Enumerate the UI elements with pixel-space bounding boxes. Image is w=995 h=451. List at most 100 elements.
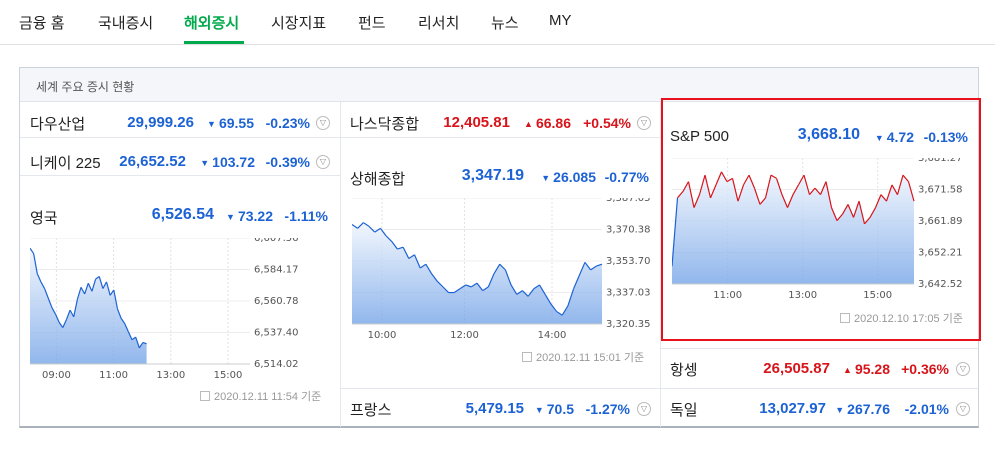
series-line-segment — [487, 273, 495, 288]
index-pct: -0.23% — [265, 115, 310, 131]
y-tick-label: 3,642.52 — [918, 279, 963, 290]
series-line-segment — [374, 227, 381, 233]
series-line-segment — [836, 213, 843, 222]
series-line-segment — [54, 313, 60, 323]
chart-area — [672, 171, 914, 284]
y-tick-label: 3,370.38 — [606, 225, 651, 236]
y-tick-label: 3,387.05 — [606, 198, 651, 204]
index-value: 13,027.97 — [759, 400, 826, 417]
series-line-segment — [131, 336, 137, 341]
series-line-segment — [891, 184, 899, 195]
down-arrow-icon: ▼ — [534, 405, 544, 415]
series-line-segment — [720, 171, 728, 182]
series-line-segment — [442, 286, 450, 293]
series-line-segment — [584, 261, 592, 271]
series-line-segment — [825, 181, 833, 208]
series-line-segment — [693, 194, 701, 208]
series-line-segment — [792, 184, 800, 195]
series-line-segment — [715, 171, 723, 186]
down-arrow-icon: ▼ — [226, 212, 235, 222]
nav-research[interactable]: 리서치 — [418, 15, 460, 32]
series-line-segment — [436, 280, 444, 288]
series-line-segment — [567, 288, 575, 306]
series-line-segment — [874, 194, 882, 208]
series-line-segment — [105, 281, 111, 296]
expand-chevron-icon[interactable]: ▽ — [316, 116, 330, 130]
index-change: 66.86 — [535, 115, 571, 131]
y-tick-label: 6,607.56 — [254, 238, 299, 244]
index-value: 29,999.26 — [127, 114, 194, 131]
nav-overseas-stock[interactable]: 해외증시 — [184, 15, 240, 32]
index-pct: -1.11% — [284, 208, 328, 224]
series-line-segment — [516, 290, 523, 295]
index-change: 103.72 — [212, 154, 255, 170]
series-line-segment — [116, 308, 122, 319]
index-pct: -1.27% — [585, 401, 630, 417]
series-line-segment — [431, 273, 438, 282]
series-line-segment — [58, 321, 64, 328]
index-value: 12,405.81 — [443, 114, 510, 131]
series-line-segment — [864, 217, 871, 225]
series-line-segment — [869, 207, 877, 218]
series-line-segment — [47, 297, 53, 308]
index-pct: -0.77% — [604, 169, 649, 185]
series-line-segment — [465, 284, 472, 288]
series-line-segment — [753, 187, 761, 205]
series-line-segment — [363, 222, 370, 227]
y-tick-label: 3,681.27 — [918, 158, 963, 164]
series-line-segment — [142, 341, 147, 345]
series-line-segment — [368, 226, 376, 233]
series-line-segment — [770, 174, 777, 179]
column-divider — [660, 102, 661, 427]
nav-fund[interactable]: 펀드 — [358, 15, 386, 32]
panel-header: 세계 주요 증시 현황 — [20, 68, 978, 102]
y-tick-label: 3,353.70 — [606, 256, 651, 267]
y-tick-label: 6,537.40 — [254, 328, 299, 339]
sp500-intraday-chart: 3,681.27 3,671.58 3,661.89 3,652.21 3,642.52… — [672, 158, 963, 301]
index-value: 6,526.54 — [151, 206, 214, 223]
expand-chevron-icon[interactable]: ▽ — [316, 155, 330, 169]
series-line-segment — [33, 253, 38, 274]
x-tick-label: 13:00 — [156, 370, 185, 381]
series-line-segment — [408, 254, 415, 260]
series-line-segment — [902, 174, 909, 183]
series-line-segment — [80, 286, 86, 295]
nav-finance-home[interactable]: 금융 홈 — [19, 15, 65, 32]
series-line-segment — [419, 263, 427, 269]
series-line-segment — [120, 317, 126, 324]
nav-news[interactable]: 뉴스 — [491, 15, 519, 32]
down-arrow-icon: ▼ — [874, 133, 884, 143]
y-tick-label: 6,514.02 — [254, 359, 299, 370]
series-line-segment — [775, 178, 783, 195]
shanghai-intraday-chart: 3,387.05 3,370.38 3,353.70 3,337.03 3,320.35… — [352, 198, 651, 341]
series-line-segment — [786, 194, 794, 208]
series-line-segment — [102, 281, 108, 289]
index-name: 프랑스 — [350, 402, 392, 419]
row-divider — [661, 348, 978, 349]
index-name: 다우산업 — [30, 116, 86, 133]
series-line-segment — [596, 263, 603, 267]
nav-domestic-stock[interactable]: 국내증시 — [98, 15, 154, 32]
down-arrow-icon: ▼ — [835, 405, 845, 415]
series-line-segment — [556, 310, 563, 316]
series-line-segment — [91, 278, 97, 292]
series-line-segment — [797, 174, 805, 186]
selection-highlight — [661, 98, 981, 341]
series-line-segment — [352, 224, 359, 229]
row-divider — [20, 137, 340, 138]
x-tick-label: 13:00 — [788, 290, 817, 301]
series-line-segment — [809, 187, 816, 196]
series-line-segment — [781, 194, 789, 208]
expand-chevron-icon[interactable]: ▽ — [956, 362, 970, 376]
series-line-segment — [510, 284, 518, 295]
nav-my[interactable]: MY — [549, 12, 572, 29]
y-tick-label: 3,320.35 — [606, 319, 651, 330]
expand-chevron-icon[interactable]: ▽ — [637, 116, 651, 130]
series-line-segment — [677, 191, 684, 199]
nav-market-index[interactable]: 시장지표 — [271, 15, 327, 32]
expand-chevron-icon[interactable]: ▽ — [956, 402, 970, 416]
series-line-segment — [476, 282, 484, 292]
y-tick-label: 3,652.21 — [918, 248, 963, 259]
series-line-segment — [44, 288, 49, 299]
expand-chevron-icon[interactable]: ▽ — [637, 402, 651, 416]
